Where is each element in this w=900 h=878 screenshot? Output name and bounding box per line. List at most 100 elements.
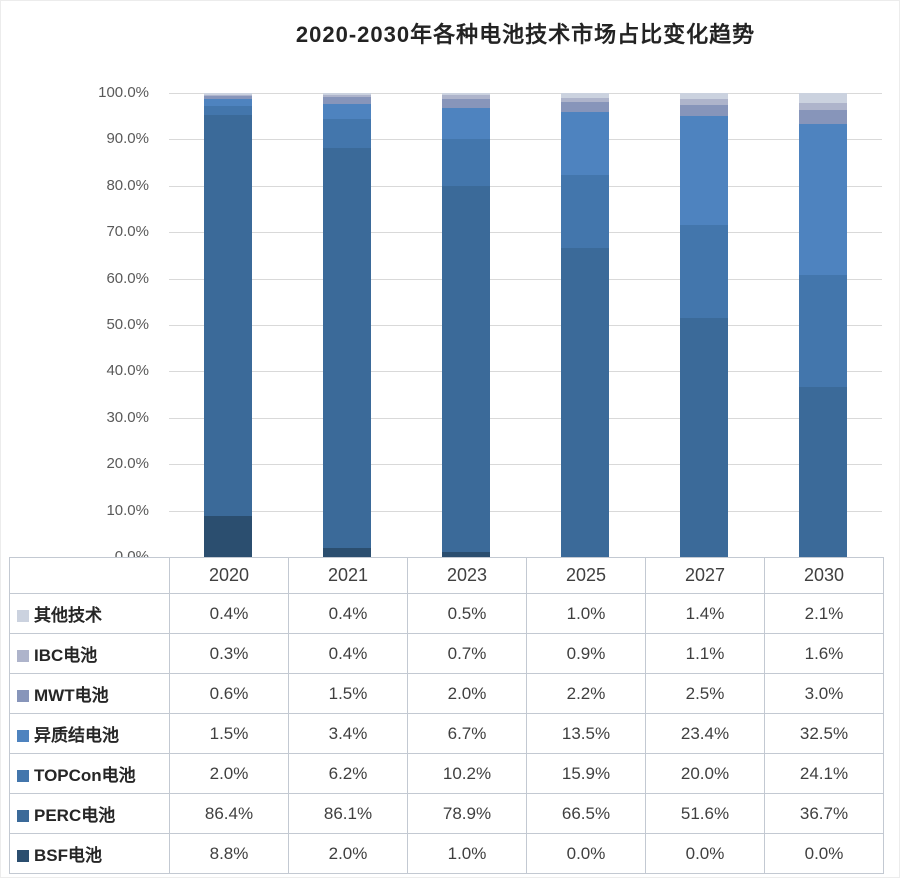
data-table: 2020 2021 2023 2025 2027 2030 其他技术 0.4% 0.4% 0.5%… (9, 557, 884, 874)
y-axis-tick-label: 50.0% (106, 316, 149, 333)
table-value-mwt-2030: 3.0% (764, 673, 884, 714)
table-row-label-other-tech: 其他技术 (9, 593, 170, 634)
table-value-topcon-2023: 10.2% (407, 753, 527, 794)
bar-2025 (560, 93, 609, 557)
bar-segment-mwt-2027 (679, 104, 728, 117)
table-value-bsf-2027: 0.0% (645, 833, 765, 874)
table-value-hjt-2027: 23.4% (645, 713, 765, 754)
bar-segment-other-tech-2030 (798, 93, 847, 103)
bar-2020 (204, 93, 253, 557)
series-name-bsf: BSF电池 (34, 846, 102, 865)
table-header-row: 2020 2021 2023 2025 2027 2030 (9, 557, 884, 594)
y-axis-tick-label: 30.0% (106, 408, 149, 426)
table-header-cell-2020: 2020 (169, 557, 289, 594)
table-value-perc-2025: 66.5% (526, 793, 646, 834)
table-value-ibc-2030: 1.6% (764, 633, 884, 674)
legend-swatch-bsf-icon (17, 850, 29, 862)
bar-segment-topcon-2030 (798, 274, 847, 387)
table-value-topcon-2025: 15.9% (526, 753, 646, 794)
y-axis-tick-label: 20.0% (106, 455, 149, 473)
table-value-hjt-2021: 3.4% (288, 713, 408, 754)
y-axis-tick-label: 70.0% (106, 223, 149, 241)
legend-swatch-perc-icon (17, 810, 29, 822)
table-row-label-mwt: MWT电池 (9, 673, 170, 714)
bar-segment-perc-2021 (323, 148, 372, 548)
bar-2030 (798, 93, 847, 557)
table-row-hjt: 异质结电池 1.5% 3.4% 6.7% 13.5% 23.4% 32.5% (9, 713, 884, 754)
table-header-cell-2023: 2023 (407, 557, 527, 594)
legend-swatch-hjt-icon (17, 730, 29, 742)
table-value-bsf-2020: 8.8% (169, 833, 289, 874)
gridline (169, 185, 882, 187)
bar-segment-other-tech-2020 (204, 93, 253, 95)
table-row-topcon: TOPCon电池 2.0% 6.2% 10.2% 15.9% 20.0% 24.1% (9, 753, 884, 794)
bar-segment-mwt-2021 (323, 96, 372, 104)
bar-segment-perc-2020 (204, 115, 253, 517)
table-value-bsf-2025: 0.0% (526, 833, 646, 874)
series-name-topcon: TOPCon电池 (34, 766, 136, 785)
y-axis-tick-label: 60.0% (106, 269, 149, 287)
bar-segment-ibc-2021 (323, 94, 372, 97)
bar-segment-hjt-2020 (204, 99, 253, 106)
y-axis: 0.0%10.0%20.0%30.0%40.0%50.0%60.0%70.0%8… (1, 84, 159, 565)
legend-swatch-mwt-icon (17, 690, 29, 702)
table-header-cell-2030: 2030 (764, 557, 884, 594)
bar-segment-perc-2030 (798, 386, 847, 557)
bar-segment-other-tech-2023 (442, 93, 491, 96)
bar-segment-bsf-2021 (323, 547, 372, 557)
table-row-perc: PERC电池 86.4% 86.1% 78.9% 66.5% 51.6% 36.7% (9, 793, 884, 834)
bar-segment-topcon-2021 (323, 119, 372, 149)
table-value-ibc-2027: 1.1% (645, 633, 765, 674)
table-value-other-tech-2025: 1.0% (526, 593, 646, 634)
gridline (169, 278, 882, 280)
bar-segment-ibc-2025 (560, 97, 609, 102)
bar-segment-perc-2023 (442, 186, 491, 553)
table-value-perc-2027: 51.6% (645, 793, 765, 834)
bar-segment-mwt-2025 (560, 101, 609, 112)
y-axis-tick-label: 90.0% (106, 130, 149, 148)
table-value-ibc-2023: 0.7% (407, 633, 527, 674)
table-value-mwt-2021: 1.5% (288, 673, 408, 714)
series-name-perc: PERC电池 (34, 806, 116, 825)
table-value-other-tech-2027: 1.4% (645, 593, 765, 634)
table-value-topcon-2021: 6.2% (288, 753, 408, 794)
table-value-mwt-2020: 0.6% (169, 673, 289, 714)
bar-segment-bsf-2020 (204, 516, 253, 557)
table-row-label-ibc: IBC电池 (9, 633, 170, 674)
table-value-ibc-2020: 0.3% (169, 633, 289, 674)
bar-segment-other-tech-2027 (679, 93, 728, 100)
table-value-topcon-2030: 24.1% (764, 753, 884, 794)
gridline (169, 232, 882, 234)
bar-segment-hjt-2023 (442, 107, 491, 139)
table-value-other-tech-2023: 0.5% (407, 593, 527, 634)
gridline (169, 325, 882, 326)
y-axis-tick-label: 10.0% (106, 501, 149, 519)
bar-segment-hjt-2025 (560, 112, 609, 175)
table-row-mwt: MWT电池 0.6% 1.5% 2.0% 2.2% 2.5% 3.0% (9, 673, 884, 714)
table-row-label-topcon: TOPCon电池 (9, 753, 170, 794)
table-value-perc-2021: 86.1% (288, 793, 408, 834)
table-row-ibc: IBC电池 0.3% 0.4% 0.7% 0.9% 1.1% 1.6% (9, 633, 884, 674)
bar-segment-topcon-2027 (679, 224, 728, 318)
table-value-bsf-2021: 2.0% (288, 833, 408, 874)
table-value-hjt-2025: 13.5% (526, 713, 646, 754)
y-axis-tick-label: 100.0% (98, 84, 149, 101)
table-row-label-bsf: BSF电池 (9, 833, 170, 874)
table-value-other-tech-2030: 2.1% (764, 593, 884, 634)
gridline (169, 417, 882, 419)
gridline (169, 464, 882, 466)
bar-segment-mwt-2030 (798, 110, 847, 125)
table-value-mwt-2027: 2.5% (645, 673, 765, 714)
bar-segment-mwt-2020 (204, 96, 253, 100)
series-name-mwt: MWT电池 (34, 686, 109, 705)
y-axis-tick-label: 40.0% (106, 362, 149, 380)
bar-2023 (442, 93, 491, 557)
table-header-cell-2021: 2021 (288, 557, 408, 594)
gridline (169, 139, 882, 141)
bar-segment-hjt-2030 (798, 124, 847, 275)
table-row-label-hjt: 异质结电池 (9, 713, 170, 754)
bar-segment-topcon-2023 (442, 138, 491, 187)
table-row-bsf: BSF电池 8.8% 2.0% 1.0% 0.0% 0.0% 0.0% (9, 833, 884, 874)
bar-segment-bsf-2023 (442, 552, 491, 557)
